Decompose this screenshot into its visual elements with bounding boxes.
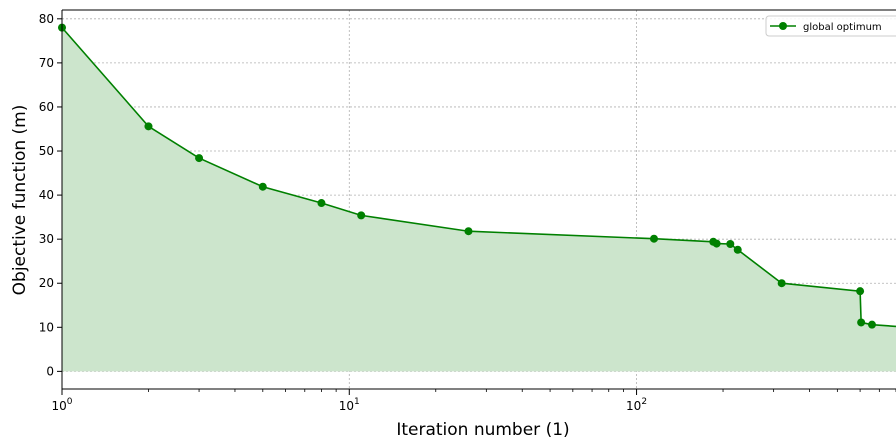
y-tick-label: 30 (39, 232, 54, 246)
data-point (712, 239, 721, 248)
data-point (649, 234, 658, 243)
data-point (857, 318, 866, 327)
data-point (195, 154, 204, 163)
data-point (258, 182, 267, 191)
y-tick-label: 10 (39, 320, 54, 334)
y-tick-label: 70 (39, 56, 54, 70)
y-tick-label: 40 (39, 188, 54, 202)
legend-marker (779, 22, 787, 30)
y-tick-label: 0 (46, 364, 54, 378)
data-point (726, 240, 735, 249)
legend-box (765, 15, 896, 37)
tick-marks (57, 18, 896, 395)
data-point (317, 199, 326, 208)
data-point (733, 245, 742, 254)
y-axis-label: Objective function (m) (10, 105, 30, 296)
data-point (777, 279, 786, 288)
area-fill-global-optimum (62, 27, 896, 372)
legend: global optimum (765, 15, 896, 37)
y-tick-label: 20 (39, 276, 54, 290)
x-tick-label: 101 (339, 397, 360, 413)
y-tick-label: 60 (39, 100, 54, 114)
data-point (856, 287, 865, 296)
x-tick-label: 102 (626, 397, 647, 413)
x-tick-label: 100 (51, 397, 72, 413)
y-tick-label: 80 (39, 12, 54, 26)
x-axis-label: Iteration number (1) (396, 420, 569, 440)
data-point (357, 211, 366, 220)
data-point (867, 320, 876, 329)
legend-label: global optimum (803, 22, 882, 33)
y-tick-label: 50 (39, 144, 54, 158)
data-point (464, 227, 473, 236)
data-point (144, 122, 153, 131)
axes (61, 9, 896, 390)
